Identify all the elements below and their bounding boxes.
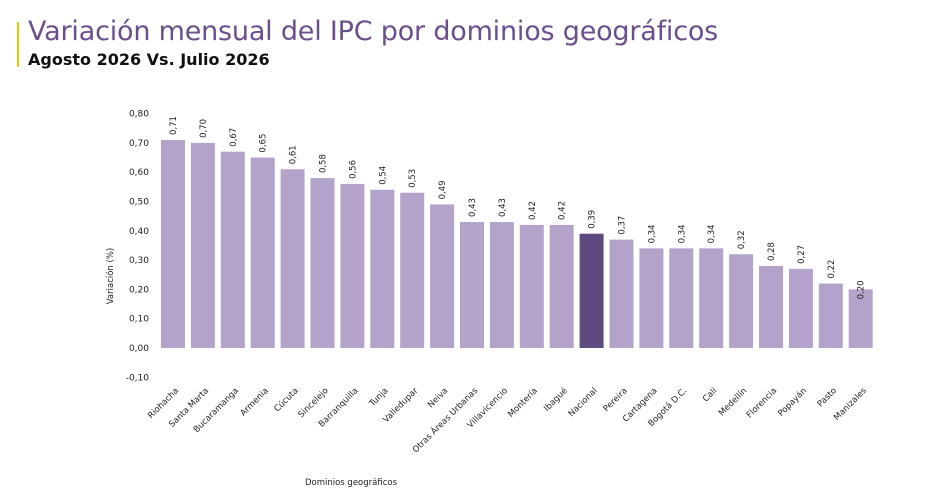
y-axis-ticks: -0,10 0,00 0,10 0,20 0,30 0,40 0,50 0,60 0,70 0,8… <box>126 110 150 384</box>
bar-15 <box>579 233 604 348</box>
bar-6 <box>310 178 335 348</box>
category-label: Ibagué <box>541 385 569 413</box>
bar-4 <box>250 157 275 348</box>
category-label: Cúcuta <box>272 386 300 414</box>
bar-12 <box>489 222 514 348</box>
category-label: Cali <box>701 386 719 404</box>
bars-group <box>161 139 873 348</box>
data-label: 0,56 <box>348 160 358 179</box>
page-subtitle: Agosto 2026 Vs. Julio 2026 <box>28 50 270 69</box>
y-tick-label: 0,60 <box>129 168 149 178</box>
data-label: 0,34 <box>647 224 657 243</box>
y-tick-label: 0,40 <box>129 227 149 237</box>
data-label: 0,65 <box>259 134 269 153</box>
bar-8 <box>370 189 395 348</box>
category-label: Tunja <box>367 386 391 410</box>
data-labels-group: 0,71 0,70 0,67 0,65 0,61 0,58 0,56 0,54 0,53 0,49… <box>169 116 867 299</box>
bar-11 <box>460 222 484 348</box>
category-label: Nacional <box>567 386 600 419</box>
y-tick-label: 0,20 <box>129 285 149 295</box>
data-label: 0,34 <box>677 224 687 243</box>
data-label: 0,34 <box>707 224 717 243</box>
bar-7 <box>340 183 365 348</box>
category-label: Manizales <box>832 386 869 423</box>
y-axis-title: Variación (%) <box>105 248 116 304</box>
y-tick-label: 0,50 <box>129 198 149 208</box>
data-label: 0,20 <box>857 280 867 299</box>
data-label: 0,28 <box>767 242 777 261</box>
bar-17 <box>639 248 664 348</box>
y-tick-label: -0,10 <box>126 373 150 383</box>
title-accent-bar <box>17 22 19 67</box>
data-label: 0,39 <box>588 210 598 229</box>
category-label: Armenia <box>239 386 271 418</box>
data-label: 0,43 <box>468 198 478 217</box>
bar-9 <box>400 192 425 348</box>
bar-19 <box>699 248 724 348</box>
data-label: 0,22 <box>827 260 837 279</box>
bar-10 <box>430 204 455 348</box>
category-label: Montería <box>506 386 540 420</box>
bar-14 <box>549 224 574 348</box>
bar-18 <box>669 248 694 348</box>
bar-1 <box>161 139 185 348</box>
bar-23 <box>818 283 843 348</box>
data-label: 0,49 <box>438 180 448 199</box>
data-label: 0,53 <box>408 169 418 188</box>
bar-13 <box>519 224 544 348</box>
bar-21 <box>759 265 783 348</box>
bar-2 <box>190 142 215 348</box>
bar-20 <box>729 254 754 348</box>
data-label: 0,58 <box>319 154 329 173</box>
data-label: 0,43 <box>498 198 508 217</box>
data-label: 0,70 <box>199 119 209 138</box>
y-tick-label: 0,10 <box>129 315 149 325</box>
category-label: Pasto <box>816 386 839 409</box>
data-label: 0,54 <box>378 166 388 185</box>
category-label: Pereira <box>602 386 630 414</box>
y-tick-label: 0,30 <box>129 256 149 266</box>
category-label: Popayán <box>776 386 809 419</box>
bar-16 <box>609 239 634 348</box>
bar-22 <box>788 268 813 348</box>
page-title: Variación mensual del IPC por dominios g… <box>28 16 719 47</box>
data-label: 0,42 <box>558 201 568 220</box>
data-label: 0,32 <box>737 230 747 249</box>
bar-5 <box>280 169 305 348</box>
data-label: 0,67 <box>229 128 239 147</box>
data-label: 0,37 <box>618 216 628 235</box>
x-axis-title: Dominios geográficos <box>305 478 398 488</box>
category-label: Neiva <box>426 386 450 410</box>
data-label: 0,27 <box>797 245 807 264</box>
data-label: 0,61 <box>289 145 299 164</box>
category-label: Florencia <box>745 386 779 420</box>
y-tick-label: 0,00 <box>129 344 149 354</box>
y-tick-label: 0,80 <box>129 110 149 120</box>
data-label: 0,71 <box>169 116 179 135</box>
y-tick-label: 0,70 <box>129 139 149 149</box>
data-label: 0,42 <box>528 201 538 220</box>
bar-24 <box>848 289 873 348</box>
bar-3 <box>220 151 245 348</box>
